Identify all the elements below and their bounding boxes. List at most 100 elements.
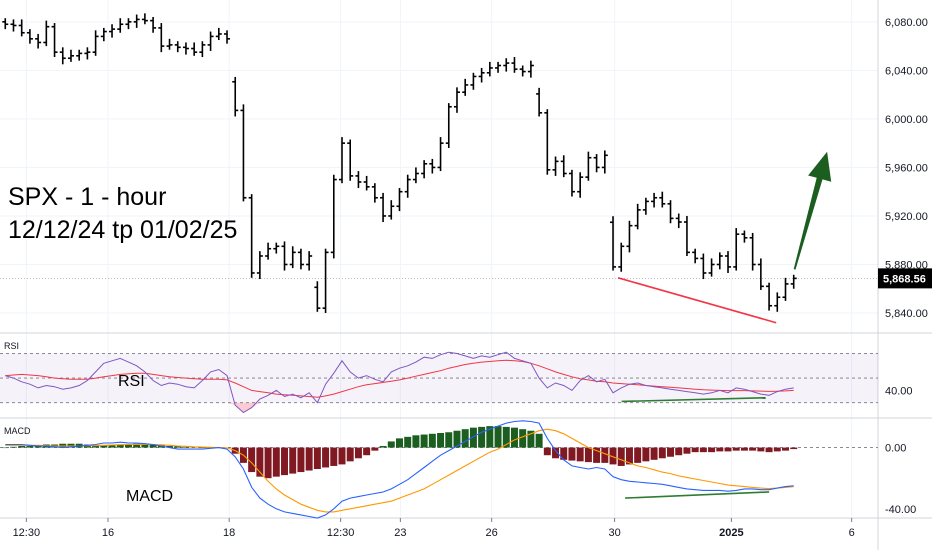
- price-bar-13: [109, 24, 116, 38]
- rsi-signal-line: [5, 359, 794, 398]
- last-value-badge: [878, 268, 932, 289]
- macd-hist-bar-94: [773, 447, 781, 452]
- price-bar-71: [585, 151, 592, 181]
- price-bar-4: [35, 33, 42, 49]
- price-bar-57: [470, 72, 477, 90]
- macd-hist-bar-40: [330, 447, 338, 466]
- macd-hist-bar-2: [18, 446, 26, 448]
- price-bar-50: [412, 167, 419, 184]
- price-bar-10: [84, 47, 91, 60]
- macd-hist-bar-37: [305, 447, 313, 471]
- macd-hist-bar-41: [338, 447, 346, 465]
- macd-hist-bar-67: [552, 447, 560, 459]
- macd-hist-bar-92: [757, 447, 765, 452]
- macd-hist-bar-51: [420, 434, 428, 448]
- macd-hist-bar-79: [650, 447, 658, 460]
- time-tick-8: 6: [849, 527, 855, 539]
- macd-hist-bar-88: [724, 447, 732, 452]
- price-bar-78: [642, 197, 649, 215]
- macd-hist-bar-53: [437, 433, 445, 448]
- macd-hist-bar-95: [782, 447, 789, 451]
- macd-hist-bar-82: [675, 447, 683, 456]
- macd-hist-bar-81: [667, 447, 675, 457]
- time-tick-0: 12:30: [13, 527, 41, 539]
- macd-hist-bar-0: [1, 447, 9, 449]
- time-tick-3: 12:30: [327, 527, 355, 539]
- macd-line: [5, 420, 794, 519]
- price-bar-52: [429, 158, 436, 174]
- macd-hist-bar-31: [256, 447, 264, 477]
- macd-signal-line: [5, 428, 794, 513]
- price-bar-70: [577, 172, 584, 198]
- macd-hist-bar-24: [198, 447, 206, 449]
- rsi-pane: [0, 351, 878, 414]
- macd-hist-bar-63: [519, 429, 527, 448]
- price-bar-59: [486, 61, 493, 77]
- macd-hist-bar-43: [354, 447, 362, 459]
- price-bar-37: [306, 251, 313, 271]
- price-bar-47: [388, 200, 395, 220]
- price-bar-42: [347, 139, 354, 181]
- macd-divergence-line: [625, 491, 770, 499]
- price-bar-56: [462, 78, 469, 96]
- price-tick-2: 6,000.00: [885, 114, 928, 126]
- price-bar-63: [519, 65, 526, 77]
- price-bar-17: [141, 13, 148, 25]
- macd-hist-bar-69: [568, 447, 576, 461]
- price-bar-28: [232, 76, 239, 117]
- axes: 5,868.56 6,080.00 6,040.00 6,000.00 5,960.00…: [13, 17, 932, 539]
- macd-hist-bar-70: [576, 447, 584, 462]
- price-bar-41: [338, 137, 345, 184]
- price-bar-14: [117, 18, 124, 33]
- macd-hist-bar-91: [749, 447, 757, 451]
- price-bar-82: [675, 213, 682, 229]
- price-bar-39: [322, 248, 329, 314]
- macd-hist-bar-54: [445, 432, 453, 448]
- price-bar-51: [421, 160, 428, 179]
- macd-hist-bar-20: [166, 446, 174, 448]
- price-bars: [2, 13, 797, 314]
- price-bar-53: [437, 137, 444, 172]
- macd-hist-bar-32: [264, 447, 272, 479]
- price-bar-93: [766, 282, 773, 311]
- price-bar-31: [256, 251, 263, 280]
- chart-annotation-line-1: SPX - 1 - hour: [8, 183, 166, 211]
- macd-tick-1: -40.00: [885, 504, 916, 516]
- price-bar-67: [552, 156, 559, 176]
- macd-hist-bar-68: [560, 447, 568, 460]
- price-bar-75: [618, 242, 625, 272]
- price-bar-55: [453, 87, 460, 113]
- price-bar-68: [560, 155, 567, 178]
- macd-hist-bar-87: [716, 447, 724, 452]
- price-bar-21: [174, 41, 181, 53]
- macd-hist-bar-21: [174, 446, 182, 448]
- macd-hist-bar-75: [617, 447, 625, 466]
- macd-hist-bar-76: [625, 447, 633, 465]
- price-bar-74: [610, 216, 617, 271]
- macd-hist-bar-55: [453, 430, 461, 448]
- macd-hist-bar-12: [100, 445, 108, 448]
- macd-hist-bar-38: [313, 447, 321, 469]
- price-tick-4: 5,920.00: [885, 211, 928, 223]
- price-bar-80: [659, 191, 666, 208]
- time-tick-6: 30: [608, 527, 620, 539]
- macd-hist-bar-35: [289, 447, 297, 474]
- price-bar-27: [224, 30, 231, 44]
- price-bar-90: [741, 230, 748, 243]
- price-bar-26: [215, 27, 222, 41]
- price-bar-95: [782, 277, 789, 301]
- price-bar-24: [199, 41, 206, 58]
- price-bar-96: [790, 274, 797, 289]
- price-bar-77: [634, 203, 641, 230]
- macd-hist-bar-71: [584, 447, 592, 463]
- time-tick-5: 26: [486, 527, 498, 539]
- macd-hist-bar-44: [363, 447, 371, 456]
- rsi-pane-label: RSI: [4, 341, 19, 351]
- macd-hist-bar-80: [658, 447, 666, 459]
- rsi-tick-0: 40.00: [885, 385, 913, 397]
- price-bar-5: [43, 20, 50, 47]
- macd-hist-bar-1: [9, 446, 17, 448]
- macd-hist-bar-56: [461, 429, 469, 448]
- price-bar-54: [445, 103, 452, 149]
